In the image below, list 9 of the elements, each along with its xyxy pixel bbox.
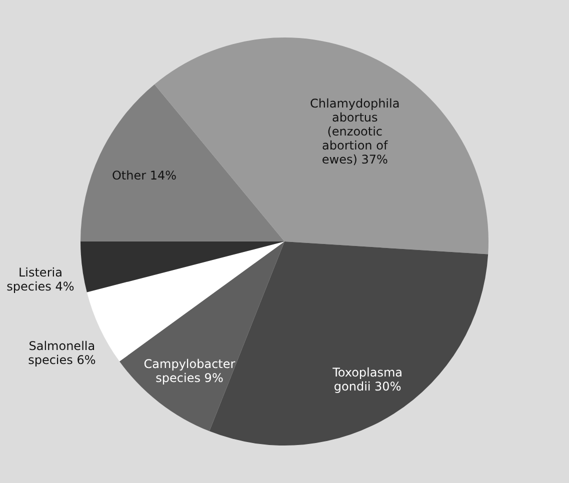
slice-label: Listeria species 4% xyxy=(6,265,74,294)
slice-label: Campylobacter species 9% xyxy=(144,356,236,385)
pie-slice xyxy=(80,84,284,242)
slice-label: Toxoplasma gondii 30% xyxy=(332,365,403,394)
slice-label: Other 14% xyxy=(112,168,177,183)
pie-slice xyxy=(80,242,284,292)
slice-label: Chlamydophila abortus (enzootic abortion of ewes) 37% xyxy=(310,96,400,166)
slice-label: Salmonella species 6% xyxy=(28,339,96,368)
pie-slice xyxy=(119,242,284,432)
